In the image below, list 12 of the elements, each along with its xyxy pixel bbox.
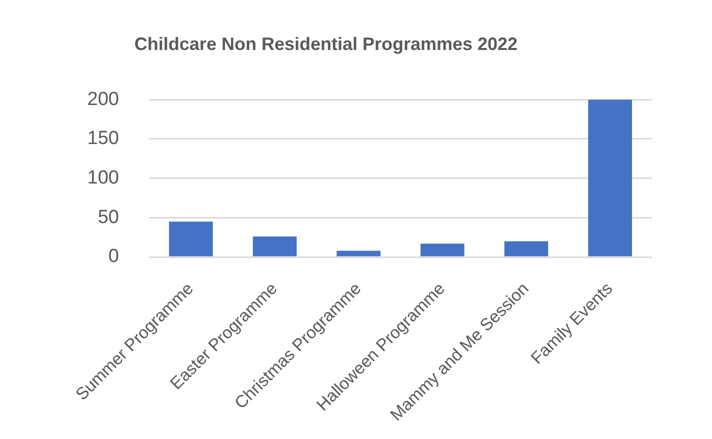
bar <box>504 241 548 256</box>
bar <box>588 100 632 256</box>
bar <box>169 222 213 256</box>
y-tick-label: 50 <box>98 206 119 228</box>
y-tick-label: 100 <box>87 168 119 189</box>
chart-title: Childcare Non Residential Programmes 2022 <box>134 34 518 54</box>
bar <box>336 250 380 256</box>
y-tick-label: 150 <box>87 128 119 150</box>
bar <box>252 236 297 256</box>
bar <box>420 244 464 256</box>
y-tick-label: 0 <box>108 246 119 268</box>
y-tick-label: 200 <box>87 88 119 110</box>
